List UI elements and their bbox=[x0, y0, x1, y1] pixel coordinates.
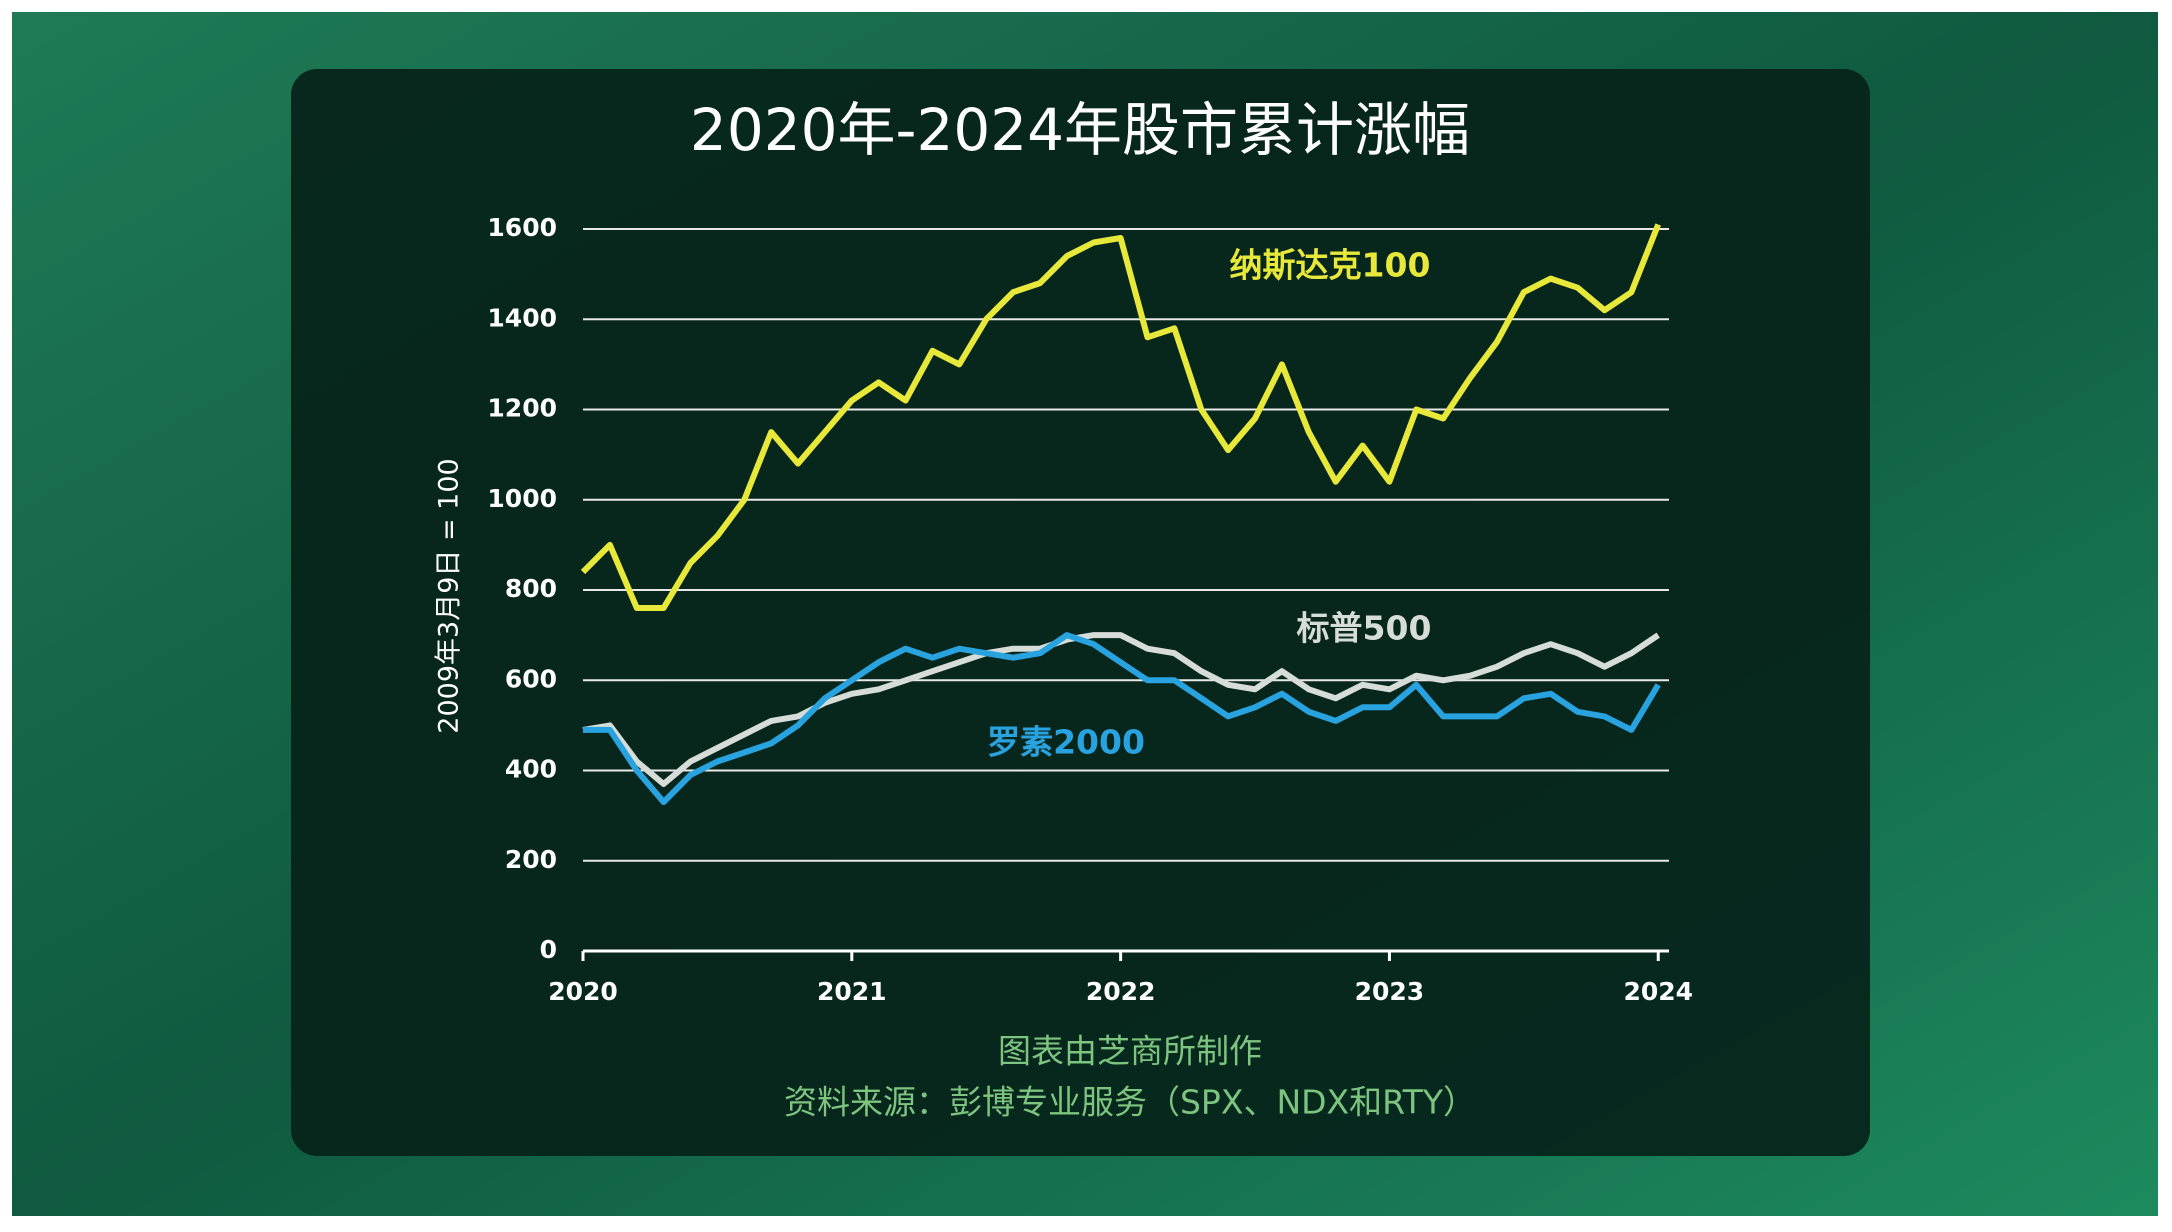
series-line bbox=[583, 632, 1661, 806]
panel bbox=[291, 69, 1870, 1156]
series-label: 罗素2000 bbox=[987, 723, 1145, 762]
source: 资料来源：彭博专业服务（SPX、NDX和RTY） bbox=[784, 1083, 1476, 1122]
note: 图表由芝商所制作 bbox=[998, 1032, 1262, 1071]
y-tick-label: 1200 bbox=[487, 394, 557, 423]
series-line bbox=[582, 632, 1660, 787]
y-axis-label: 2009年3月9日 = 100 bbox=[434, 458, 465, 733]
y-tick-label: 1600 bbox=[487, 213, 557, 242]
y-tick-label: 800 bbox=[505, 574, 557, 603]
x-tick-label: 2023 bbox=[1355, 977, 1425, 1006]
series-label: 纳斯达克100 bbox=[1230, 246, 1431, 285]
y-tick-label: 1000 bbox=[487, 484, 557, 513]
series-line bbox=[580, 223, 1661, 611]
x-tick-label: 2020 bbox=[548, 977, 618, 1006]
series-label: 标普500 bbox=[1297, 609, 1432, 648]
x-tick-label: 2024 bbox=[1623, 977, 1693, 1006]
y-tick-label: 1400 bbox=[487, 303, 557, 332]
chart-title: 2020年-2024年股市累计涨幅 bbox=[690, 96, 1470, 164]
x-tick-label: 2021 bbox=[817, 977, 887, 1006]
y-tick-label: 0 bbox=[540, 935, 557, 964]
y-tick-label: 400 bbox=[505, 755, 557, 784]
x-tick-label: 2022 bbox=[1086, 977, 1156, 1006]
y-tick-label: 600 bbox=[505, 664, 557, 693]
y-tick-label: 200 bbox=[505, 845, 557, 874]
